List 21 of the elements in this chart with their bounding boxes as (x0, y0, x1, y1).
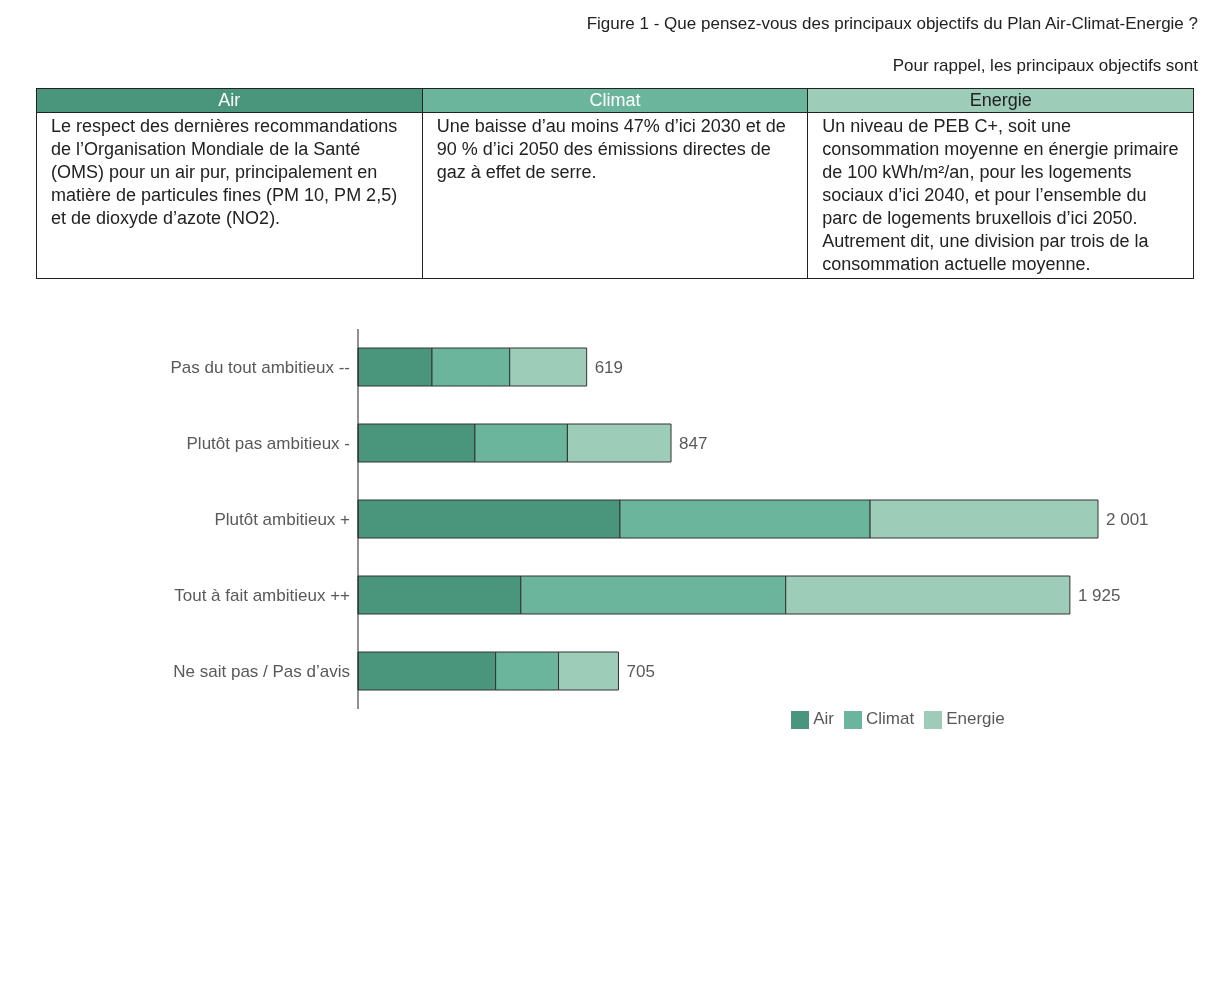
annotation: 2 001 (1106, 510, 1149, 530)
y-tick-label: Pas du tout ambitieux -- (170, 358, 350, 378)
y-tick-label: Tout à fait ambitieux ++ (174, 586, 351, 606)
annotation: 705 (626, 662, 655, 682)
text: Climat (589, 90, 641, 110)
text: Air (218, 90, 241, 110)
legend-label: Energie (946, 709, 1005, 728)
text: Le respect des dernières recommandations de l’Organisation Mondiale de la Santé (OMS) pour un air pur, principalement en matière de particules fines (PM 10, PM 2,5) et de dioxyde d’azote (NO2). (36, 112, 423, 279)
text: Une baisse d’au moins 47% d’ici 2030 et de 90 % d’ici 2050 des émissions directes de gaz à effet de serre. (422, 112, 808, 279)
y-tick-label: Plutôt pas ambitieux - (186, 434, 350, 454)
legend-label: Air (813, 709, 834, 728)
text: Un niveau de PEB C+, soit une consommation moyenne en énergie primaire de 100 kWh/m²/an, pour les logements sociaux d’ici 2040, et pour l’ensemble du parc de logements bruxellois d’ici 2050. Autrement dit, une division par trois de la consommation actuelle moyenne. (807, 112, 1194, 279)
annotation: 847 (679, 434, 708, 454)
text: Energie (969, 90, 1032, 110)
y-tick-label: Ne sait pas / Pas d’avis (173, 662, 350, 682)
y-tick-label: Plutôt ambitieux + (214, 510, 351, 530)
chart-title: Figure 1 - Que pensez-vous des principaux objectifs du Plan Air-Climat-Energie ? (585, 13, 1198, 34)
legend-label: Climat (866, 709, 915, 728)
annotation: 1 925 (1077, 586, 1121, 606)
annotation: 619 (594, 358, 624, 378)
chart-subtitle: Pour rappel, les principaux objectifs sont (891, 55, 1198, 77)
